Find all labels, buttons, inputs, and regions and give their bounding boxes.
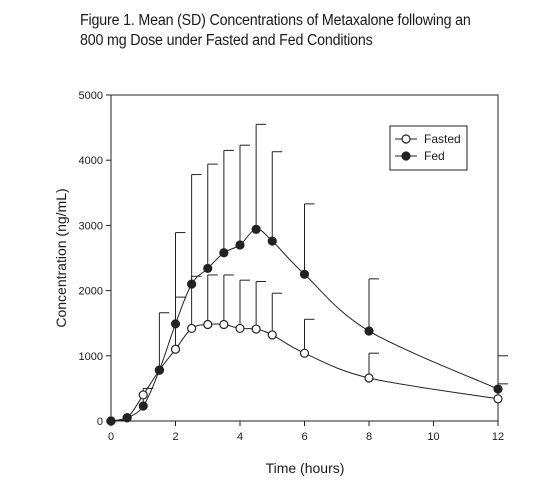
x-tick-label: 4 <box>237 431 243 443</box>
legend-box <box>389 125 468 171</box>
fed-data-point <box>154 365 164 375</box>
x-tick-label: 8 <box>366 431 372 443</box>
x-tick-label: 12 <box>492 431 504 443</box>
data-markers <box>106 224 503 426</box>
legend-marker-fasted <box>401 134 411 144</box>
y-tick-label: 3000 <box>79 220 103 232</box>
fed-data-point <box>106 416 116 426</box>
fed-data-point <box>138 401 148 411</box>
fasted-data-point <box>299 348 310 358</box>
fasted-data-point <box>187 323 197 334</box>
y-tick-label: 5000 <box>79 90 103 102</box>
fed-data-point <box>187 279 197 289</box>
figure-title: Figure 1. Mean (SD) Concentrations of Me… <box>80 11 494 51</box>
fed-data-point <box>170 319 181 329</box>
fed-data-point <box>235 240 245 250</box>
legend-marker-fed <box>401 151 411 161</box>
figure-title-line-2: 800 mg Dose under Fasted and Fed Conditi… <box>80 32 373 49</box>
fed-data-point <box>219 248 229 258</box>
x-axis-label: Time (hours) <box>266 460 345 476</box>
y-tick-label: 4000 <box>79 155 103 167</box>
x-tick-label: 0 <box>108 431 114 443</box>
fasted-data-point <box>251 324 261 334</box>
figure-title-line-1: Figure 1. Mean (SD) Concentrations of Me… <box>80 12 471 29</box>
fed-data-point <box>364 326 374 336</box>
legend-label-fasted: Fasted <box>424 132 461 146</box>
legend: Fasted Fed <box>389 125 468 171</box>
y-tick-label: 0 <box>97 416 103 428</box>
fed-data-point <box>299 269 310 279</box>
fasted-data-point <box>170 344 181 354</box>
x-axis: 0 2 4 6 8 10 12 <box>108 421 504 443</box>
fasted-data-point <box>203 319 213 330</box>
fed-data-point <box>251 224 261 234</box>
y-axis-label: Concentration (ng/mL) <box>53 188 69 327</box>
x-tick-label: 10 <box>427 431 439 443</box>
x-tick-label: 2 <box>172 431 178 443</box>
y-tick-label: 2000 <box>79 286 103 298</box>
fasted-data-point <box>235 323 245 334</box>
fed-data-point <box>203 263 213 274</box>
fasted-data-point <box>267 330 277 340</box>
fasted-data-point <box>219 319 229 330</box>
x-tick-label: 6 <box>301 431 307 443</box>
legend-label-fed: Fed <box>424 149 445 163</box>
y-axis: 0 1000 2000 3000 4000 5000 <box>79 90 111 428</box>
fasted-data-point <box>364 373 374 383</box>
y-tick-label: 1000 <box>79 351 103 363</box>
fasted-data-point <box>138 390 148 400</box>
fed-data-point <box>122 413 132 423</box>
fasted-data-point <box>493 394 503 404</box>
fed-data-point <box>493 384 503 394</box>
fed-data-point <box>267 236 277 246</box>
